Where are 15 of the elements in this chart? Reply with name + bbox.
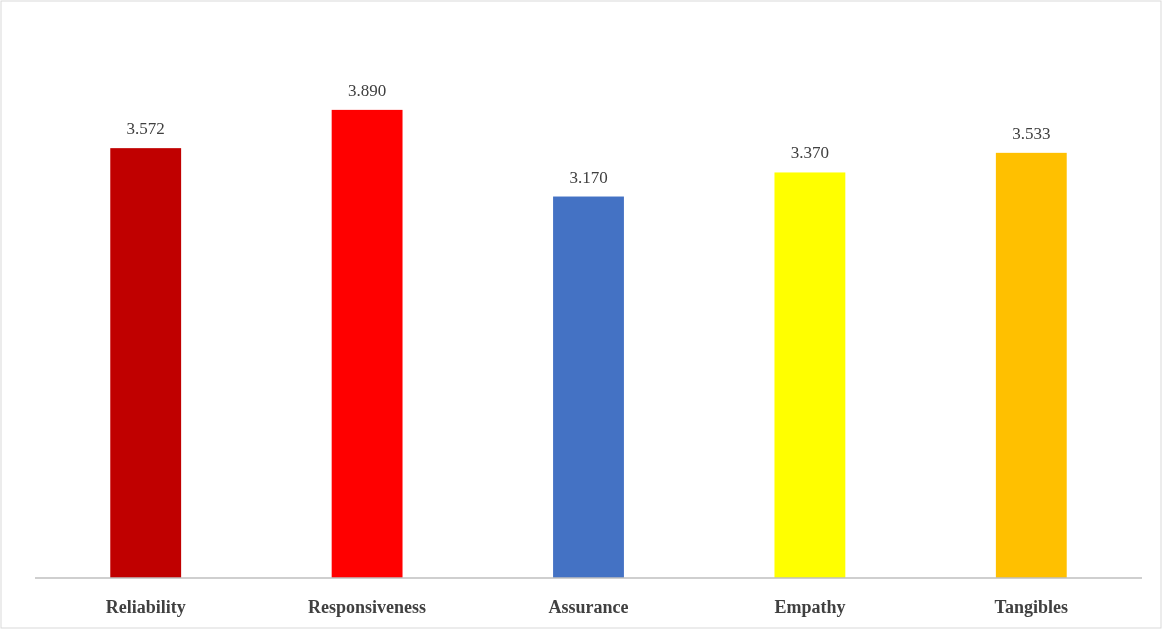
bar [110,148,182,578]
bar [553,196,624,578]
data-label: 3.572 [126,119,165,139]
x-tick-label: Responsiveness [308,597,427,617]
data-label: 3.533 [1012,123,1051,143]
x-tick-label: Assurance [548,597,629,617]
data-label: 3.370 [790,143,830,163]
bar [774,172,846,578]
data-label: 3.890 [347,80,387,100]
x-tick-label: Empathy [774,597,846,617]
x-tick-label: Tangibles [994,597,1068,617]
bar [995,152,1067,578]
x-tick-label: Reliability [105,597,186,617]
data-label: 3.170 [569,167,608,187]
bar [331,109,403,578]
